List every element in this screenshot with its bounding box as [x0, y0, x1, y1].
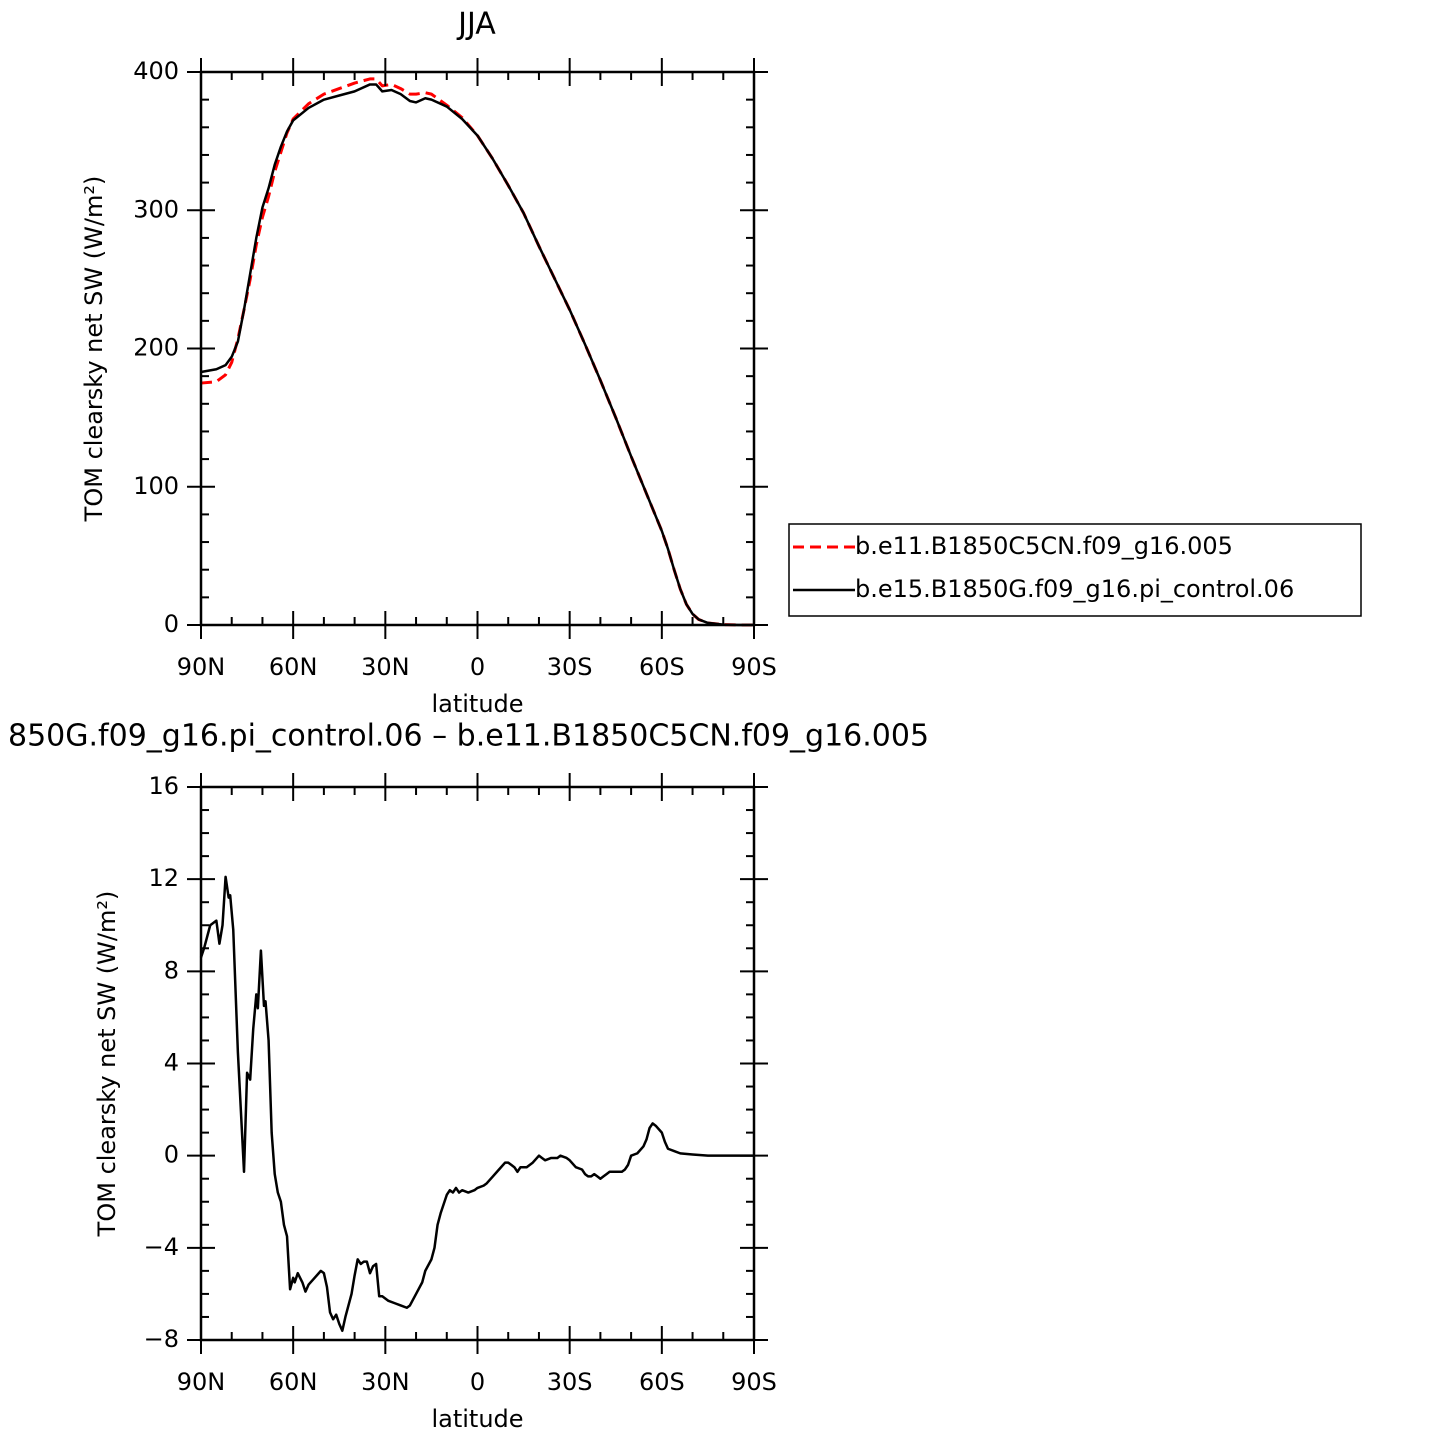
x-tick-label: 60N [269, 653, 318, 681]
x-tick-label: 0 [470, 653, 485, 681]
x-tick-label: 60S [639, 653, 685, 681]
plot-frame [199, 70, 756, 627]
y-tick-label: 400 [133, 57, 179, 85]
x-tick-label: 90N [177, 653, 226, 681]
y-tick-label: −8 [144, 1325, 179, 1353]
x-tick-label: 30N [361, 1368, 410, 1396]
y-tick-label: 16 [148, 772, 179, 800]
y-axis-label: TOM clearsky net SW (W/m²) [80, 176, 108, 523]
y-tick-label: 300 [133, 195, 179, 223]
x-tick-label: 60N [269, 1368, 318, 1396]
y-tick-label: 8 [164, 956, 179, 984]
y-tick-label: 0 [164, 610, 179, 638]
x-tick-label: 30S [547, 1368, 593, 1396]
data-line [199, 875, 754, 1333]
y-tick-label: 0 [164, 1141, 179, 1169]
x-tick-label: 30N [361, 653, 410, 681]
legend-label: b.e15.B1850G.f09_g16.pi_control.06 [855, 575, 1294, 603]
data-line [200, 77, 754, 627]
x-tick-label: 90S [731, 653, 777, 681]
y-tick-label: −4 [144, 1233, 179, 1261]
x-axis-label: latitude [431, 690, 523, 718]
x-tick-label: 0 [470, 1368, 485, 1396]
plot-frame [199, 785, 756, 1342]
chart-title: JJA [456, 7, 496, 42]
x-axis-label: latitude [431, 1405, 523, 1433]
x-tick-label: 60S [639, 1368, 685, 1396]
y-tick-label: 200 [133, 334, 179, 362]
chart-title: 850G.f09_g16.pi_control.06 – b.e11.B1850… [8, 719, 929, 754]
legend-box [788, 523, 1362, 617]
x-tick-label: 90S [731, 1368, 777, 1396]
y-tick-label: 12 [148, 864, 179, 892]
y-axis-label: TOM clearsky net SW (W/m²) [93, 891, 121, 1238]
x-tick-label: 90N [177, 1368, 226, 1396]
y-tick-label: 4 [164, 1049, 179, 1077]
legend-label: b.e11.B1850C5CN.f09_g16.005 [855, 532, 1233, 560]
y-tick-label: 100 [133, 472, 179, 500]
x-tick-label: 30S [547, 653, 593, 681]
data-line [200, 83, 754, 627]
